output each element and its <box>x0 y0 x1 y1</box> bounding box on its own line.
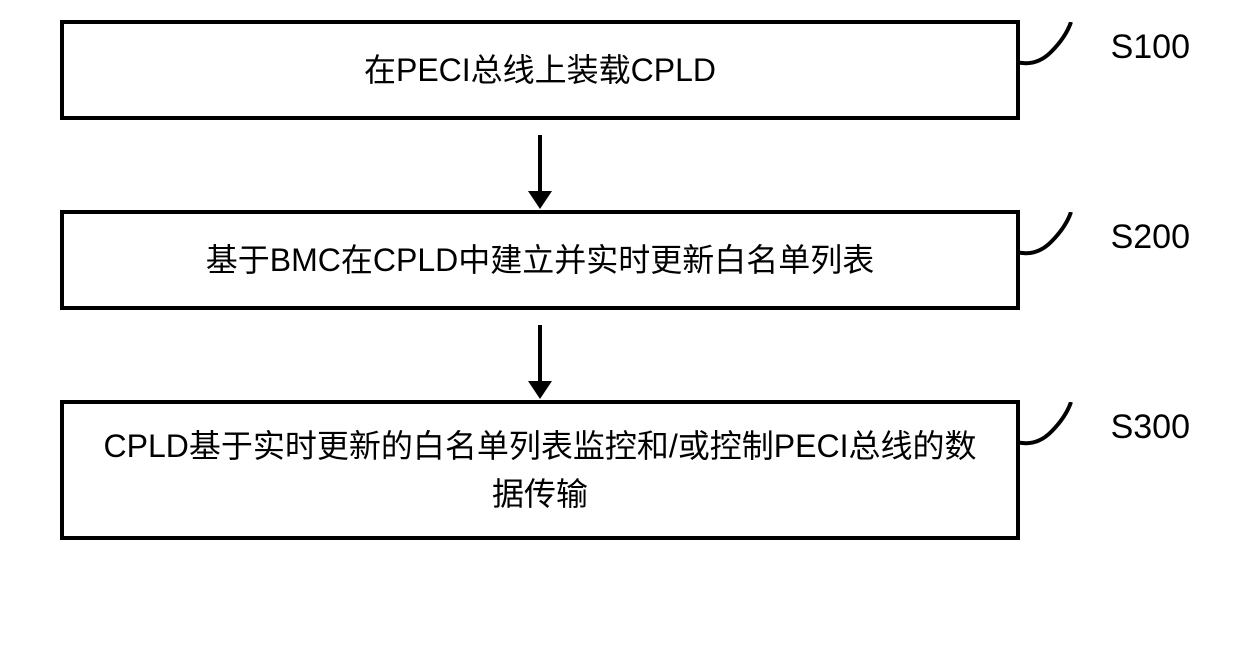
step-text-2: 基于BMC在CPLD中建立并实时更新白名单列表 <box>206 236 874 284</box>
arrow-1 <box>60 120 1020 210</box>
arrow-head-1 <box>528 191 552 209</box>
step-row-3: CPLD基于实时更新的白名单列表监控和/或控制PECI总线的数据传输 S300 <box>60 400 1180 540</box>
connector-curve-3 <box>1016 402 1086 452</box>
step-box-1: 在PECI总线上装载CPLD <box>60 20 1020 120</box>
step-text-3: CPLD基于实时更新的白名单列表监控和/或控制PECI总线的数据传输 <box>94 422 986 518</box>
step-label-2: S200 <box>1111 218 1190 257</box>
step-row-2: 基于BMC在CPLD中建立并实时更新白名单列表 S200 <box>60 210 1180 310</box>
arrow-line-1 <box>538 135 542 195</box>
arrow-2 <box>60 310 1020 400</box>
connector-curve-2 <box>1016 212 1086 262</box>
arrow-line-2 <box>538 325 542 385</box>
flowchart-container: 在PECI总线上装载CPLD S100 基于BMC在CPLD中建立并实时更新白名… <box>60 20 1180 540</box>
arrow-head-2 <box>528 381 552 399</box>
step-box-2: 基于BMC在CPLD中建立并实时更新白名单列表 <box>60 210 1020 310</box>
step-row-1: 在PECI总线上装载CPLD S100 <box>60 20 1180 120</box>
step-label-3: S300 <box>1111 408 1190 447</box>
step-text-1: 在PECI总线上装载CPLD <box>364 46 716 94</box>
step-label-1: S100 <box>1111 28 1190 67</box>
step-box-3: CPLD基于实时更新的白名单列表监控和/或控制PECI总线的数据传输 <box>60 400 1020 540</box>
connector-curve-1 <box>1016 22 1086 72</box>
